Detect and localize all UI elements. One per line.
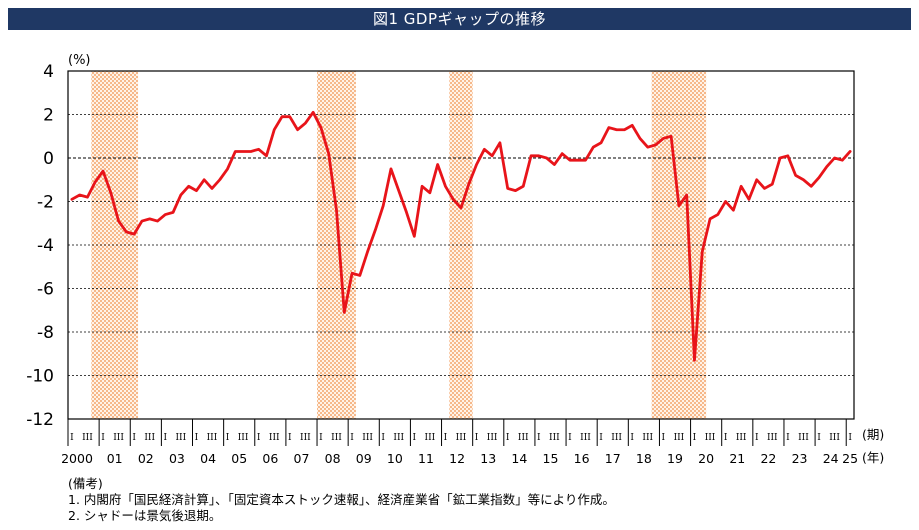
- quarter-tick-label: III: [798, 433, 809, 443]
- quarter-tick-label: I: [319, 433, 323, 443]
- year-axis-label: (年): [862, 450, 884, 465]
- quarter-tick-label: III: [425, 433, 436, 443]
- series-line-gdp-gap: [70, 110, 852, 362]
- year-tick-label: 15: [543, 451, 559, 466]
- quarter-tick-label: I: [848, 433, 852, 443]
- quarter-tick-label: I: [101, 433, 105, 443]
- quarter-tick-label: I: [724, 433, 728, 443]
- year-tick-label: 23: [792, 451, 808, 466]
- quarter-tick-label: III: [487, 433, 498, 443]
- quarter-tick-label: III: [456, 433, 467, 443]
- quarter-tick-label: III: [176, 433, 187, 443]
- note-item: 2. シャドーは景気後退期。: [68, 508, 222, 523]
- quarter-tick-label: I: [70, 433, 74, 443]
- y-tick-label: -12: [26, 410, 54, 430]
- y-tick-label: -2: [37, 193, 54, 213]
- y-tick-label: -10: [26, 367, 54, 387]
- quarter-tick-label: III: [362, 433, 373, 443]
- quarter-tick-label: III: [393, 433, 404, 443]
- quarter-tick-label: I: [506, 433, 510, 443]
- gdp-gap-line-chart: 420-2-4-6-8-10-12 (%) I III I III I III I III I I…: [26, 53, 884, 466]
- quarter-tick-label: III: [611, 433, 622, 443]
- quarter-tick-label: III: [300, 433, 311, 443]
- quarter-tick-label: III: [144, 433, 155, 443]
- quarter-tick-label: I: [226, 433, 230, 443]
- quarter-tick-label: I: [630, 433, 634, 443]
- quarter-tick-label: I: [163, 433, 167, 443]
- quarter-tick-label: I: [568, 433, 572, 443]
- year-tick-label: 16: [574, 451, 590, 466]
- quarter-tick-label: I: [599, 433, 603, 443]
- year-tick-label: 03: [169, 451, 185, 466]
- year-tick-label: 19: [667, 451, 683, 466]
- year-tick-label: 01: [107, 451, 123, 466]
- quarter-tick-label: III: [207, 433, 218, 443]
- year-tick-label: 10: [387, 451, 403, 466]
- quarter-tick-label: I: [381, 433, 385, 443]
- year-tick-label: 17: [605, 451, 621, 466]
- quarter-tick-label: I: [693, 433, 697, 443]
- quarter-tick-label: I: [537, 433, 541, 443]
- quarter-tick-label: III: [549, 433, 560, 443]
- quarter-tick-label: I: [288, 433, 292, 443]
- year-tick-label: 2000: [61, 451, 93, 466]
- year-tick-label: 05: [231, 451, 247, 466]
- year-tick-label: 04: [200, 451, 216, 466]
- quarter-tick-label: I: [350, 433, 354, 443]
- y-tick-label: 2: [43, 106, 54, 126]
- year-tick-label: 06: [262, 451, 278, 466]
- quarter-tick-label: I: [413, 433, 417, 443]
- quarter-tick-label: III: [82, 433, 93, 443]
- year-tick-label: 14: [511, 451, 527, 466]
- year-tick-label: 13: [480, 451, 496, 466]
- year-tick-label: 09: [356, 451, 372, 466]
- note-item: 1. 内閣府「国民経済計算」、「固定資本ストック速報」、経済産業省「鉱工業指数」…: [68, 492, 615, 507]
- quarter-tick-label: III: [580, 433, 591, 443]
- quarter-tick-label: I: [444, 433, 448, 443]
- quarter-tick-label: I: [662, 433, 666, 443]
- year-tick-label: 12: [449, 451, 465, 466]
- y-tick-label: -8: [37, 323, 54, 343]
- year-tick-label: 07: [294, 451, 310, 466]
- quarter-tick-label: I: [132, 433, 136, 443]
- year-tick-label: 11: [418, 451, 434, 466]
- year-tick-label: 02: [138, 451, 154, 466]
- year-tick-label: 25: [842, 451, 858, 466]
- y-tick-label: -6: [37, 280, 54, 300]
- quarter-tick-label: III: [829, 433, 840, 443]
- chart-title-bar: 図1 GDPギャップの推移: [8, 8, 911, 30]
- year-tick-label: 08: [325, 451, 341, 466]
- year-tick-label: 20: [698, 451, 714, 466]
- notes-heading: (備考): [68, 476, 103, 491]
- year-tick-label: 21: [729, 451, 745, 466]
- recession-shade: [91, 71, 139, 419]
- quarter-tick-label: I: [755, 433, 759, 443]
- quarter-tick-label: I: [475, 433, 479, 443]
- quarter-tick-label: I: [817, 433, 821, 443]
- y-tick-label: -4: [37, 236, 54, 256]
- quarter-tick-label: III: [642, 433, 653, 443]
- quarter-tick-label: I: [257, 433, 261, 443]
- y-axis-unit-label: (%): [68, 53, 91, 68]
- quarter-tick-label: III: [518, 433, 529, 443]
- quarter-axis-label: (期): [862, 427, 884, 442]
- y-tick-label: 0: [43, 149, 54, 169]
- quarter-tick-label: I: [786, 433, 790, 443]
- chart-title: 図1 GDPギャップの推移: [372, 10, 547, 28]
- quarter-tick-label: III: [238, 433, 249, 443]
- quarter-tick-label: III: [331, 433, 342, 443]
- quarter-tick-label: III: [767, 433, 778, 443]
- year-tick-label: 22: [760, 451, 776, 466]
- quarter-tick-label: III: [113, 433, 124, 443]
- quarter-tick-label: III: [736, 433, 747, 443]
- quarter-tick-label: III: [269, 433, 280, 443]
- quarter-tick-label: I: [195, 433, 199, 443]
- year-tick-label: 18: [636, 451, 652, 466]
- plot-frame: [67, 70, 855, 420]
- quarter-tick-label: III: [705, 433, 716, 443]
- quarter-tick-label: III: [674, 433, 685, 443]
- y-tick-label: 4: [43, 62, 54, 82]
- year-tick-label: 24: [823, 451, 839, 466]
- notes-block: (備考) 1. 内閣府「国民経済計算」、「固定資本ストック速報」、経済産業省「鉱…: [68, 476, 615, 524]
